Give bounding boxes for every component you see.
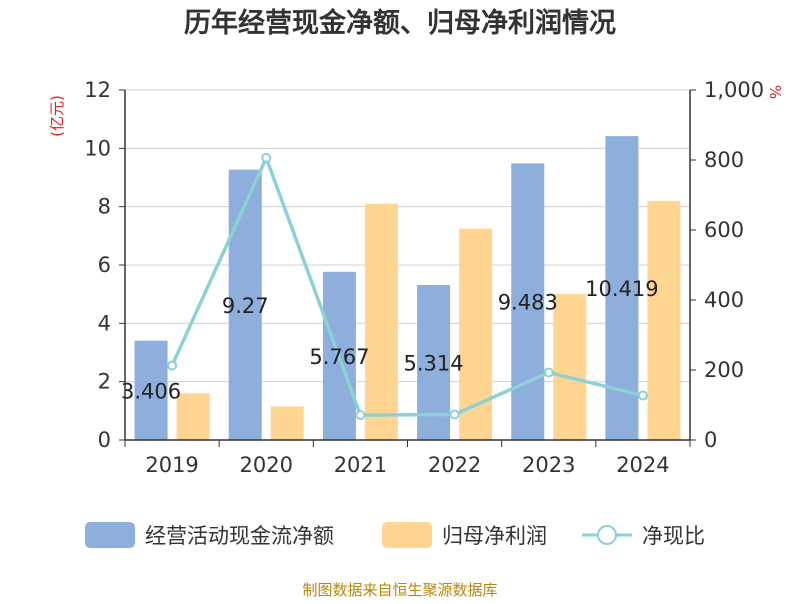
gridlines — [125, 89, 690, 383]
x-axis-tick-label: 2020 — [240, 453, 293, 477]
ratio-point — [261, 152, 272, 163]
ratio-point — [543, 367, 554, 378]
left-axis-tick-label: 4 — [98, 311, 111, 335]
left-axis-tick-label: 6 — [98, 253, 111, 277]
net-profit-bar — [553, 294, 587, 440]
legend-item-net-profit[interactable]: 归母净利润 — [382, 522, 547, 548]
legend-label: 经营活动现金流净额 — [145, 524, 334, 548]
left-axis-unit: (亿元) — [48, 95, 66, 137]
source-note: 制图数据来自恒生聚源数据库 — [302, 581, 497, 599]
axes: 0 2 4 6 8 10 12 0 200 400 600 800 1,000 2019 2020 2021 2… — [84, 78, 764, 477]
left-axis-tick-label: 10 — [84, 136, 111, 160]
net-profit-bar — [364, 203, 398, 440]
cashflow-bar — [511, 163, 545, 440]
right-axis-tick-label: 800 — [704, 148, 744, 172]
legend-label: 净现比 — [642, 524, 705, 548]
left-axis-tick-label: 12 — [84, 78, 111, 102]
legend-swatch — [85, 522, 135, 548]
legend-swatch — [382, 522, 432, 548]
right-axis-tick-label: 600 — [704, 218, 744, 242]
chart-title: 历年经营现金净额、归母净利润情况 — [184, 7, 616, 39]
ratio-point — [355, 410, 366, 421]
net-profit-bar — [270, 406, 304, 440]
right-axis-unit: % — [766, 85, 784, 99]
right-axis-tick-label: 0 — [704, 428, 717, 452]
cashflow-bar — [228, 169, 262, 440]
left-axis-tick-label: 2 — [98, 370, 111, 394]
cashflow-data-label: 3.406 — [121, 379, 181, 403]
cashflow-data-label: 5.767 — [309, 345, 369, 369]
legend[interactable]: 经营活动现金流净额 归母净利润 净现比 — [85, 522, 705, 548]
ratio-line-path — [170, 153, 644, 417]
net-profit-bar — [459, 228, 493, 440]
net-profit-bar — [647, 200, 681, 440]
left-axis-tick-label: 0 — [98, 428, 111, 452]
left-axis-tick-label: 8 — [98, 195, 111, 219]
legend-item-cashflow[interactable]: 经营活动现金流净额 — [85, 522, 334, 548]
ratio-line — [167, 152, 648, 421]
legend-marker — [597, 525, 617, 545]
cashflow-data-label: 5.314 — [404, 352, 464, 376]
cashflow-data-label: 9.27 — [222, 294, 269, 318]
ratio-point — [167, 360, 178, 371]
cashflow-data-label: 9.483 — [498, 291, 558, 315]
cashflow-data-label: 10.419 — [585, 277, 658, 301]
cashflow-bar — [134, 340, 168, 440]
x-axis-tick-label: 2019 — [145, 453, 198, 477]
legend-item-ratio[interactable]: 净现比 — [582, 524, 705, 548]
net-profit-bar — [176, 393, 210, 440]
ratio-point — [637, 390, 648, 401]
right-axis-tick-label: 400 — [704, 288, 744, 312]
x-axis-tick-label: 2023 — [522, 453, 575, 477]
x-axis-tick-label: 2024 — [616, 453, 669, 477]
legend-label: 归母净利润 — [442, 524, 547, 548]
ratio-point — [449, 409, 460, 420]
x-axis-tick-label: 2021 — [334, 453, 387, 477]
data-labels: 3.406 9.27 5.767 5.314 9.483 10.419 — [121, 277, 659, 403]
right-axis-tick-label: 1,000 — [704, 78, 764, 102]
x-axis-tick-label: 2022 — [428, 453, 481, 477]
right-axis-tick-label: 200 — [704, 358, 744, 382]
